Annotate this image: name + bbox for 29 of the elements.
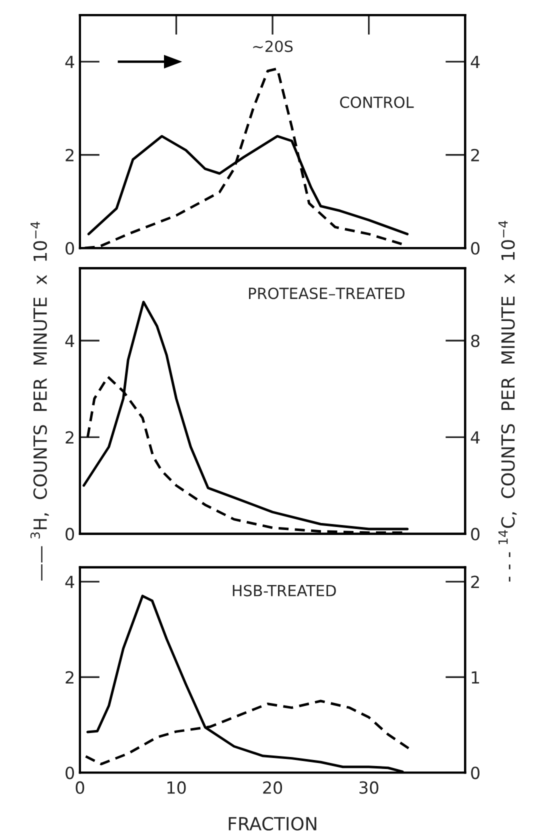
x-axis-title: FRACTION [228, 816, 316, 831]
y-tick-label: 2 [66, 148, 74, 162]
y2-tick-label: 4 [470, 431, 480, 444]
y-tick-label: 0 [66, 528, 74, 540]
y2-tick-label: 2 [471, 576, 479, 588]
y2-axis-title: - - - $^{14}$C, COUNTS PER MINUTE x 10$^{−4}$ [498, 220, 517, 582]
x-tick-label: 20 [263, 781, 282, 794]
annotation: HSB-TREATED [232, 584, 336, 596]
y2-tick-label: 2 [471, 148, 479, 162]
annotation: PROTEASE–TREATED [249, 288, 405, 300]
y2-tick-label: 0 [471, 766, 480, 780]
x-tick-label: 10 [167, 781, 186, 794]
y-axis-title: —— $^{3}$H, COUNTS PER MINUTE x 10$^{−4}$ [30, 222, 49, 581]
y2-tick-label: 0 [471, 528, 480, 540]
y2-tick-label: 1 [472, 671, 480, 684]
x-tick-label: 0 [76, 781, 84, 794]
y-tick-label: 0 [66, 242, 74, 255]
y-tick-label: 0 [66, 766, 74, 780]
annotation: CONTROL [340, 96, 414, 108]
y-tick-label: 4 [65, 56, 74, 68]
y2-tick-label: 4 [470, 56, 480, 68]
x-tick-label: 30 [360, 781, 378, 794]
y2-tick-label: 8 [471, 334, 480, 348]
y-tick-label: 4 [65, 576, 74, 588]
y2-tick-label: 0 [471, 242, 480, 255]
y-tick-label: 2 [66, 671, 74, 684]
annotation: ∼20S [253, 40, 293, 52]
y-tick-label: 4 [65, 334, 74, 347]
y-tick-label: 2 [66, 431, 74, 444]
